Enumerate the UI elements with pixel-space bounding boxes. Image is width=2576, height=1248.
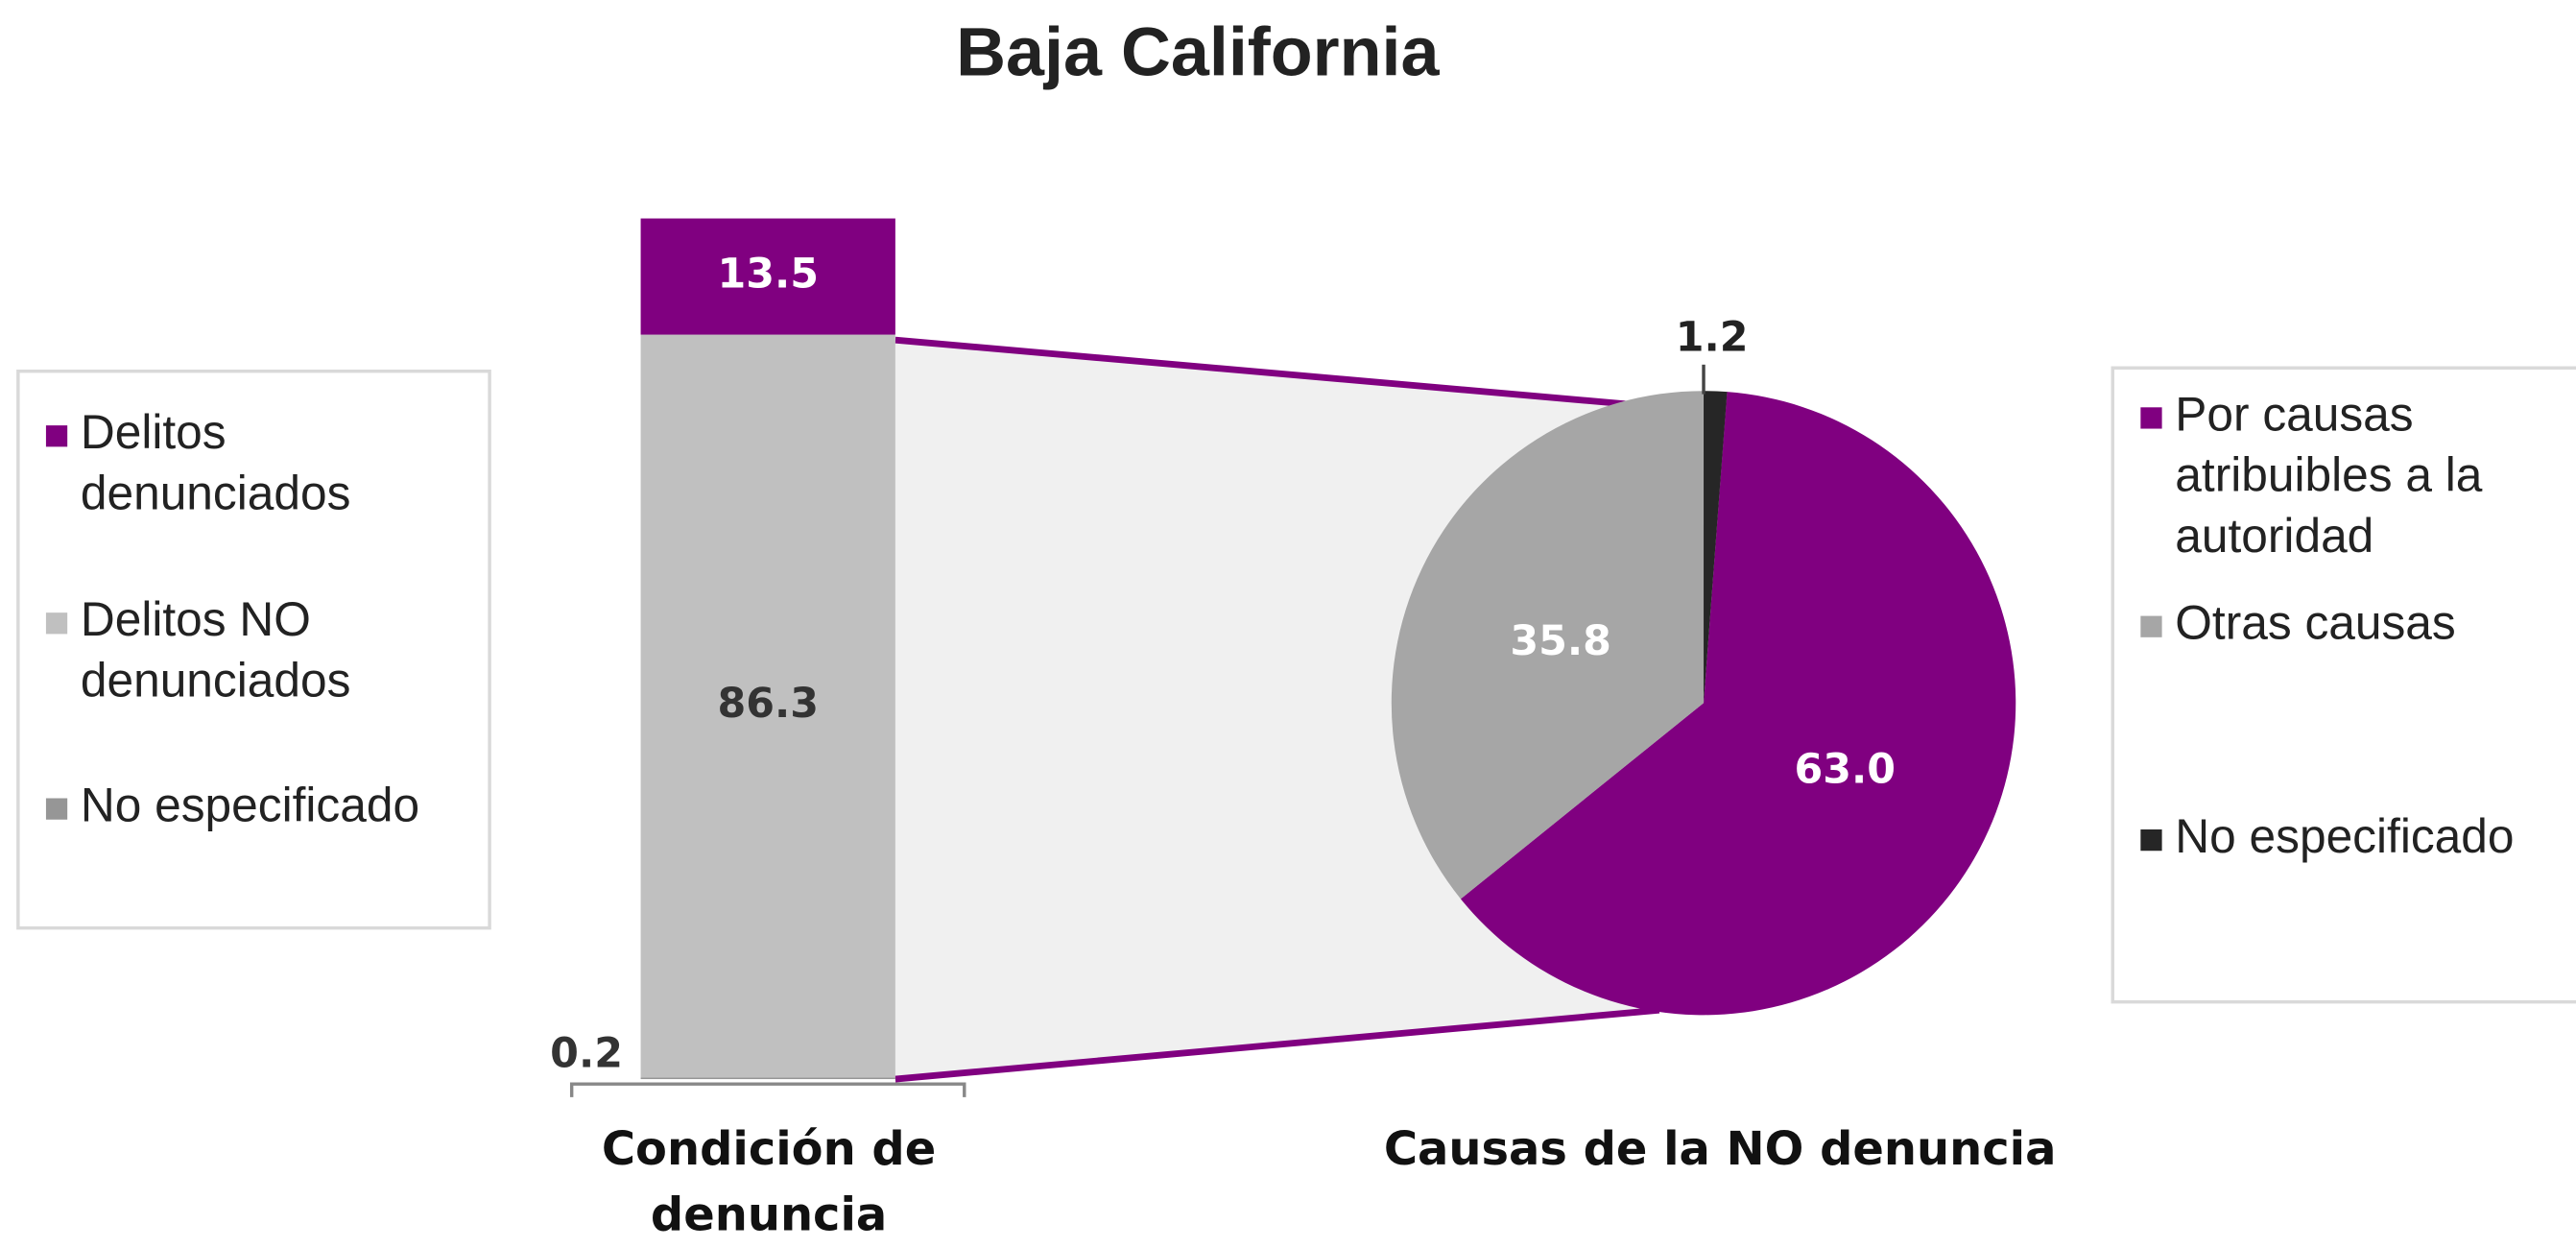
legend-item: Delitos NO denunciados: [45, 591, 475, 713]
legend: Por causas atribuibles a la autoridad Otr…: [2111, 366, 2576, 1004]
legend-label: No especificado: [2175, 811, 2515, 864]
legend-label: Otras causas: [2175, 597, 2456, 651]
bar-segment: [640, 218, 895, 335]
axis-bracket: [569, 1082, 966, 1097]
bar-segment: [640, 334, 895, 1078]
connector-line: [894, 1006, 1660, 1083]
legend-item: Por causas atribuibles a la autoridad: [2140, 386, 2569, 568]
pie-slice: [1704, 391, 1728, 704]
legend-swatch: [2140, 615, 2162, 637]
value-label: 35.8: [1510, 617, 1611, 665]
x-tick-label: Condición de denuncia: [601, 1121, 937, 1242]
x-axis-label: Causas de la NO denuncia: [1383, 1121, 2057, 1177]
legend-swatch: [2140, 829, 2162, 852]
legend-label: Delitos denunciados: [80, 407, 351, 521]
legend-item: Delitos denunciados: [45, 404, 475, 526]
legend-swatch: [2140, 407, 2162, 429]
connector-line: [894, 336, 1627, 408]
legend-swatch: [45, 798, 68, 820]
legend-item: No especificado: [2140, 808, 2569, 869]
value-label: 86.3: [717, 680, 819, 728]
legend-label: Delitos NO denunciados: [80, 594, 351, 708]
value-label: 13.5: [717, 251, 819, 299]
chart-title: Baja California: [956, 12, 1440, 91]
pie-slice: [1460, 392, 2016, 1016]
pie-slice: [1391, 391, 1705, 900]
legend-swatch: [45, 612, 68, 635]
legend-label: No especificado: [80, 780, 420, 833]
bar-segment: [640, 1077, 895, 1080]
value-label: 0.2: [550, 1030, 623, 1078]
legend-label: Por causas atribuibles a la autoridad: [2175, 389, 2483, 564]
legend-item: No especificado: [45, 777, 475, 837]
legend-swatch: [45, 425, 68, 447]
legend: Delitos denunciados Delitos NO denunciado…: [16, 369, 491, 930]
value-label: 63.0: [1794, 746, 1896, 794]
value-label: 1.2: [1676, 314, 1749, 362]
legend-item: Otras causas: [2140, 594, 2569, 655]
